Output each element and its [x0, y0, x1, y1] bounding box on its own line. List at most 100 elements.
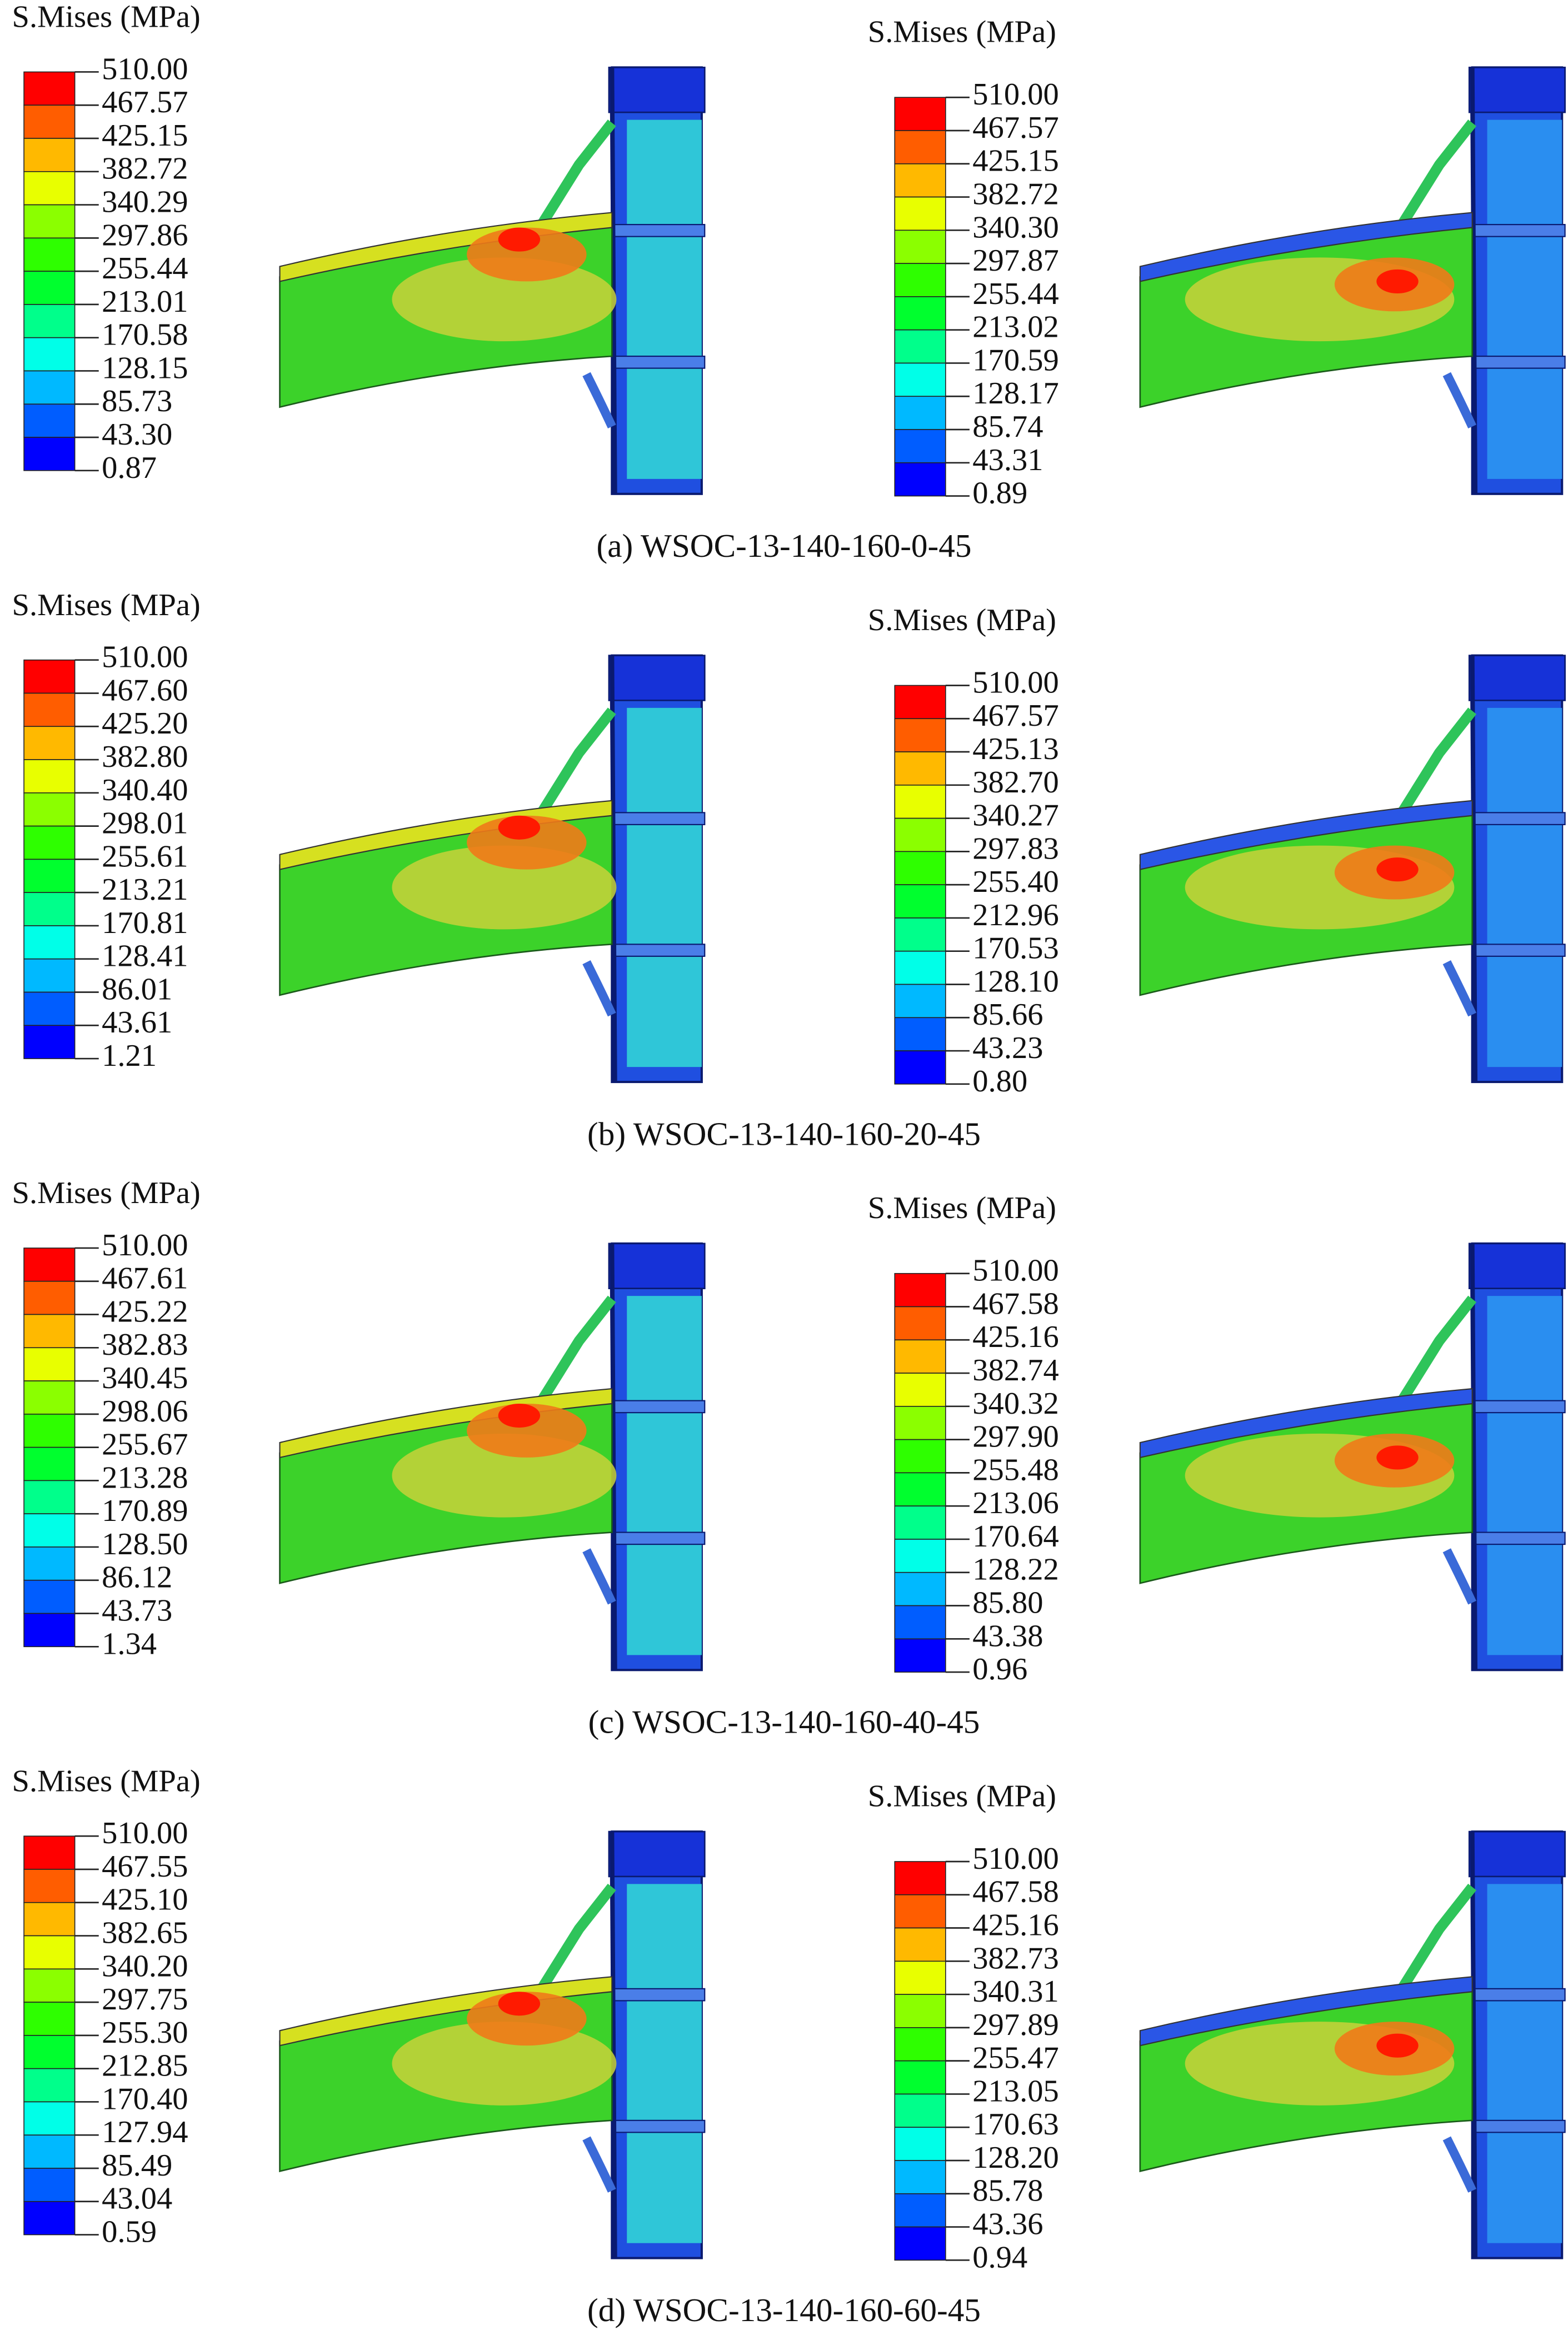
column-web — [627, 119, 702, 479]
legend-band — [894, 1472, 946, 1506]
legend-band — [23, 204, 76, 239]
legend-label: 340.31 — [972, 1974, 1058, 2009]
legend-band — [894, 1505, 946, 1540]
legend-label: 128.50 — [102, 1527, 188, 1561]
legend-band — [23, 2101, 76, 2136]
stress-peak — [498, 227, 541, 252]
contour-plot — [279, 654, 706, 1084]
beam-flange — [1139, 1388, 1473, 1459]
legend-label: 170.89 — [102, 1494, 188, 1528]
stress-zone — [392, 1433, 617, 1518]
legend-label: 340.27 — [972, 799, 1058, 833]
legend-label: 213.02 — [972, 310, 1058, 345]
brace — [537, 1295, 616, 1404]
legend-label: 0.96 — [972, 1652, 1027, 1687]
legend-band — [23, 437, 76, 471]
legend-band — [23, 1902, 76, 1937]
stress-peak — [1376, 2033, 1419, 2058]
stress-zone — [467, 815, 587, 870]
legend-band — [894, 296, 946, 331]
legend-label: 297.87 — [972, 243, 1058, 278]
stress-peak — [498, 815, 541, 840]
legend-band — [894, 2093, 946, 2128]
legend-label: 213.28 — [102, 1460, 188, 1495]
legend-label: 43.38 — [972, 1619, 1043, 1653]
legend-label: 170.81 — [102, 906, 188, 940]
legend-band — [23, 138, 76, 172]
legend-band — [23, 1935, 76, 1970]
column-web — [627, 1884, 702, 2243]
legend-band — [894, 1439, 946, 1474]
legend-label: 298.06 — [102, 1394, 188, 1429]
legend-label: 510.00 — [102, 640, 188, 675]
column-cap — [608, 67, 706, 113]
stiffener — [1471, 1400, 1566, 1414]
legend-label: 425.22 — [102, 1294, 188, 1329]
contour-plot — [1139, 1830, 1566, 2259]
legend-label: 0.80 — [972, 1064, 1027, 1099]
legend-label: 213.05 — [972, 2074, 1058, 2108]
stiffener — [1471, 944, 1566, 957]
legend-label: 43.30 — [102, 417, 172, 452]
column-cap — [1468, 1830, 1566, 1878]
legend-label: 43.61 — [102, 1005, 172, 1040]
legend-band — [894, 785, 946, 819]
legend-band — [894, 1050, 946, 1085]
legend-band — [894, 163, 946, 198]
stiffener — [611, 944, 706, 957]
legend-band — [894, 196, 946, 231]
legend-label: 213.21 — [102, 872, 188, 907]
stiffener — [1471, 1531, 1566, 1545]
legend-band — [23, 271, 76, 305]
legend-band — [23, 659, 76, 694]
legend-label: 255.30 — [102, 2015, 188, 2050]
contour-plot — [279, 66, 706, 495]
column-web — [627, 707, 702, 1067]
beam-flange — [1139, 1976, 1473, 2047]
brace — [1397, 707, 1477, 816]
legend-label: 0.87 — [102, 451, 157, 485]
stiffener — [611, 812, 706, 825]
legend-label: 170.63 — [972, 2107, 1058, 2142]
legend-band — [894, 2027, 946, 2062]
legend-band — [894, 685, 946, 720]
legend-band — [894, 751, 946, 786]
stress-zone — [467, 1403, 587, 1458]
stiffener — [1471, 2119, 1566, 2133]
legend-label: 213.06 — [972, 1486, 1058, 1520]
brace — [1397, 119, 1477, 228]
legend-label: 382.65 — [102, 1916, 188, 1950]
legend-label: 255.47 — [972, 2041, 1058, 2075]
legend-label: 510.00 — [102, 1228, 188, 1263]
legend-band — [894, 718, 946, 752]
legend-label: 425.10 — [102, 1883, 188, 1917]
legend-band — [894, 1339, 946, 1374]
stress-peak — [1376, 1445, 1419, 1470]
legend-band — [23, 692, 76, 727]
legend-label: 43.31 — [972, 443, 1043, 477]
brace — [582, 372, 616, 429]
legend-label: 382.74 — [972, 1353, 1058, 1388]
legend-label: 340.32 — [972, 1386, 1058, 1421]
legend-label: 85.80 — [972, 1585, 1043, 1620]
legend-label: 170.58 — [102, 318, 188, 352]
brace — [1397, 1883, 1477, 1992]
legend-band — [894, 1927, 946, 1962]
legend-band — [894, 2193, 946, 2228]
legend-band — [23, 237, 76, 272]
legend-label: 467.58 — [972, 1286, 1058, 1321]
legend-label: 0.59 — [102, 2215, 157, 2249]
legend-band — [894, 1373, 946, 1407]
column-cap — [608, 1243, 706, 1289]
stiffener — [611, 224, 706, 237]
brace — [582, 960, 616, 1017]
legend-label: 467.57 — [102, 85, 188, 119]
legend-band — [23, 1613, 76, 1648]
legend-label: 127.94 — [102, 2115, 188, 2149]
legend-band — [894, 851, 946, 885]
legend-band — [894, 817, 946, 852]
legend-band — [23, 71, 76, 106]
legend-band — [894, 97, 946, 131]
